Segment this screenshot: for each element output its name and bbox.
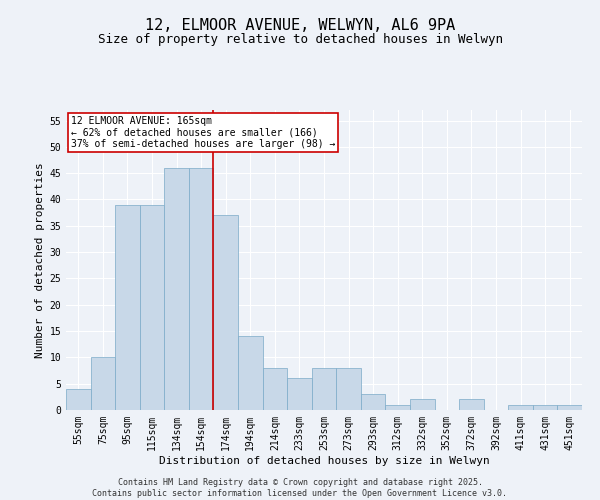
Bar [361,394,385,410]
Text: Size of property relative to detached houses in Welwyn: Size of property relative to detached ho… [97,32,503,46]
Bar [410,400,434,410]
Bar [508,404,533,410]
X-axis label: Distribution of detached houses by size in Welwyn: Distribution of detached houses by size … [158,456,490,466]
Bar [164,168,189,410]
Bar [312,368,336,410]
Bar [140,204,164,410]
Bar [115,204,140,410]
Bar [189,168,214,410]
Bar [287,378,312,410]
Bar [336,368,361,410]
Bar [385,404,410,410]
Text: 12 ELMOOR AVENUE: 165sqm
← 62% of detached houses are smaller (166)
37% of semi-: 12 ELMOOR AVENUE: 165sqm ← 62% of detach… [71,116,335,149]
Bar [533,404,557,410]
Bar [91,358,115,410]
Bar [459,400,484,410]
Bar [214,216,238,410]
Bar [263,368,287,410]
Bar [238,336,263,410]
Bar [66,389,91,410]
Text: 12, ELMOOR AVENUE, WELWYN, AL6 9PA: 12, ELMOOR AVENUE, WELWYN, AL6 9PA [145,18,455,32]
Text: Contains HM Land Registry data © Crown copyright and database right 2025.
Contai: Contains HM Land Registry data © Crown c… [92,478,508,498]
Bar [557,404,582,410]
Y-axis label: Number of detached properties: Number of detached properties [35,162,45,358]
